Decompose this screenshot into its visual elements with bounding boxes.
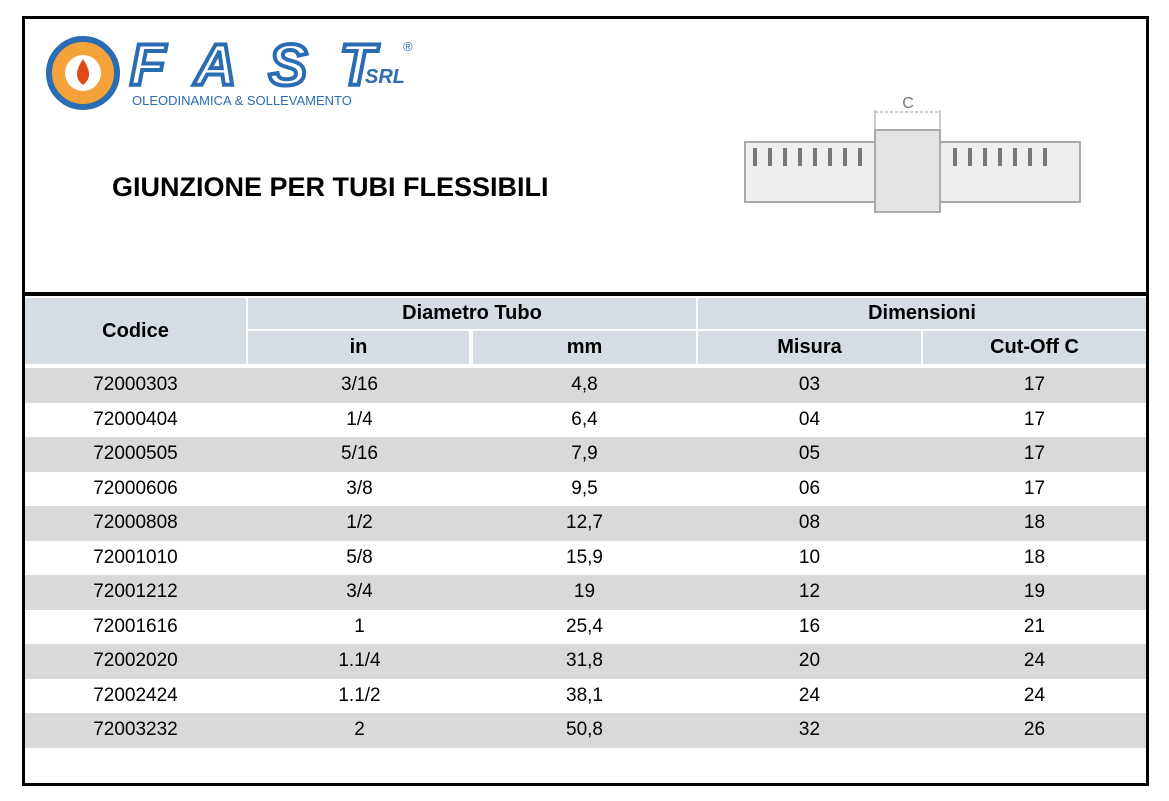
table-cell: 17 — [1023, 408, 1046, 430]
table-cell: 21 — [1023, 615, 1046, 637]
table-cell: 16 — [798, 615, 821, 637]
table-cell: 32 — [798, 719, 821, 741]
table-cell: 72001212 — [93, 581, 178, 603]
drawing-label: C — [902, 95, 914, 112]
title: GIUNZIONE PER TUBI FLESSIBILI — [112, 172, 549, 202]
row-bg — [25, 402, 1146, 437]
fitting-hex — [874, 129, 941, 213]
row-bg — [25, 644, 1146, 679]
table-cell: 15,9 — [566, 546, 603, 568]
table-cell: 31,8 — [566, 650, 603, 672]
table-cell: 1/2 — [346, 512, 373, 534]
table-cell: 72001010 — [93, 546, 178, 568]
divider — [22, 292, 1149, 296]
table-cell: 1.1/2 — [338, 684, 381, 706]
table-cell: 1.1/4 — [338, 650, 381, 672]
table-cell: 24 — [798, 684, 821, 706]
table-cell: 03 — [798, 374, 821, 396]
table-cell: 1/4 — [346, 408, 373, 430]
fitting-barbs — [753, 148, 1047, 166]
table-cell: 2 — [354, 719, 365, 741]
header-cell: in — [248, 331, 469, 364]
table-cell: 05 — [798, 443, 821, 465]
table-cell: 08 — [798, 512, 821, 534]
table-cell: 6,4 — [571, 408, 598, 430]
header-cell: mm — [473, 331, 696, 364]
table-cell: 72000808 — [93, 512, 178, 534]
row-bg — [25, 609, 1146, 644]
table-cell: 5/8 — [346, 546, 373, 568]
table-cell: 18 — [1023, 512, 1046, 534]
table-cell: 24 — [1023, 684, 1046, 706]
table-cell: 04 — [798, 408, 821, 430]
table-cell: 25,4 — [566, 615, 603, 637]
table-cell: 17 — [1023, 374, 1046, 396]
fitting-drawing: C — [744, 95, 1081, 213]
row-bg — [25, 506, 1146, 541]
table-cell: 7,9 — [571, 443, 598, 465]
table-cell: 72000505 — [93, 443, 178, 465]
table-cell: 20 — [798, 650, 821, 672]
header-cell: Misura — [698, 331, 921, 364]
header-cell: Cut-Off C — [923, 331, 1146, 364]
registered: ® — [403, 39, 413, 54]
table-cell: 12 — [798, 581, 821, 603]
table-cell: 3/8 — [346, 477, 373, 499]
tagline: OLEODINAMICA & SOLLEVAMENTO — [132, 93, 352, 108]
row-bg — [25, 575, 1146, 610]
table-cell: 72002020 — [93, 650, 178, 672]
table-cell: 19 — [573, 581, 596, 603]
table-cell: 72000404 — [93, 408, 178, 430]
table-cell: 17 — [1023, 443, 1046, 465]
table-cell: 72003232 — [93, 719, 178, 741]
table-cell: 72001616 — [93, 615, 178, 637]
table-cell: 17 — [1023, 477, 1046, 499]
logo: FAST ® SRL OLEODINAMICA & SOLLEVAMENTO — [46, 35, 413, 110]
row-bg — [25, 713, 1146, 748]
table-cell: 26 — [1023, 719, 1046, 741]
frame — [22, 16, 1149, 786]
table-cell: 5/16 — [341, 443, 378, 465]
table-cell: 72000606 — [93, 477, 178, 499]
table-cell: 24 — [1023, 650, 1046, 672]
brand-suffix: SRL — [365, 66, 405, 88]
table-cell: 72002424 — [93, 684, 178, 706]
table-cell: 9,5 — [571, 477, 598, 499]
header-cell: Diametro Tubo — [248, 298, 696, 329]
header-cell: Codice — [25, 298, 246, 364]
table-cell: 06 — [798, 477, 821, 499]
row-bg — [25, 540, 1146, 575]
logo-drop — [77, 59, 89, 85]
table-cell: 1 — [354, 615, 365, 637]
table-cell: 10 — [798, 546, 821, 568]
brand: FAST — [130, 35, 380, 98]
table-cell: 50,8 — [566, 719, 603, 741]
table-cell: 38,1 — [566, 684, 603, 706]
row-bg — [25, 368, 1146, 403]
table-cell: 12,7 — [566, 512, 603, 534]
table-cell: 19 — [1023, 581, 1046, 603]
row-bg — [25, 437, 1146, 472]
table-cell: 3/4 — [346, 581, 373, 603]
table-cell: 72000303 — [93, 374, 178, 396]
row-bg — [25, 678, 1146, 713]
row-bg — [25, 471, 1146, 506]
header-cell: Dimensioni — [698, 298, 1146, 329]
table-cell: 3/16 — [341, 374, 378, 396]
table-cell: 18 — [1023, 546, 1046, 568]
table-cell: 4,8 — [571, 374, 598, 396]
